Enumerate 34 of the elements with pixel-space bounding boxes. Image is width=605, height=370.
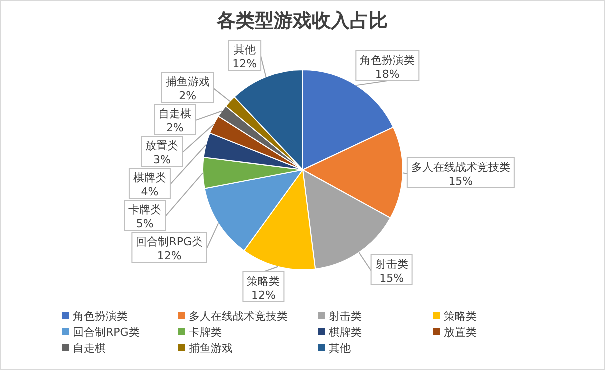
slice-label: 卡牌类 xyxy=(128,204,162,217)
slice-label: 多人在线战术竞技类 xyxy=(411,160,510,174)
data-label: 2% xyxy=(179,90,197,103)
slice-label: 棋牌类 xyxy=(133,172,166,185)
slice-label: 捕鱼游戏 xyxy=(166,76,210,89)
slice-label: 自走棋 xyxy=(158,108,192,121)
data-label: 2% xyxy=(166,122,184,135)
slice-label: 角色扮演类 xyxy=(360,54,416,67)
slice-label: 回合制RPG类 xyxy=(136,236,203,249)
data-label: 12% xyxy=(232,58,258,71)
slice-label: 射击类 xyxy=(375,258,408,271)
data-label: 15% xyxy=(448,174,474,188)
slice-label: 策略类 xyxy=(247,275,280,288)
legend-label: 回合制RPG类 xyxy=(73,326,140,339)
data-label: 5% xyxy=(136,218,154,231)
chart-title: 各类型游戏收入占比 xyxy=(216,10,388,32)
legend-label: 射击类 xyxy=(329,310,362,323)
legend-label: 捕鱼游戏 xyxy=(189,342,233,355)
legend-label: 其他 xyxy=(329,342,351,355)
slice-label: 其他 xyxy=(234,44,256,57)
slice-label: 放置类 xyxy=(146,140,179,153)
legend-label: 多人在线战术竞技类 xyxy=(189,310,288,323)
legend-label: 放置类 xyxy=(444,326,477,339)
data-label: 3% xyxy=(153,154,171,167)
data-label: 4% xyxy=(141,186,159,199)
legend-label: 棋牌类 xyxy=(329,326,362,339)
data-label: 12% xyxy=(251,289,276,302)
legend-label: 角色扮演类 xyxy=(73,310,128,323)
legend-label: 策略类 xyxy=(444,310,477,323)
data-label: 18% xyxy=(375,68,400,81)
legend-label: 自走棋 xyxy=(73,342,106,355)
data-label: 12% xyxy=(157,250,182,263)
data-label: 15% xyxy=(380,272,404,285)
legend-label: 卡牌类 xyxy=(189,326,222,339)
